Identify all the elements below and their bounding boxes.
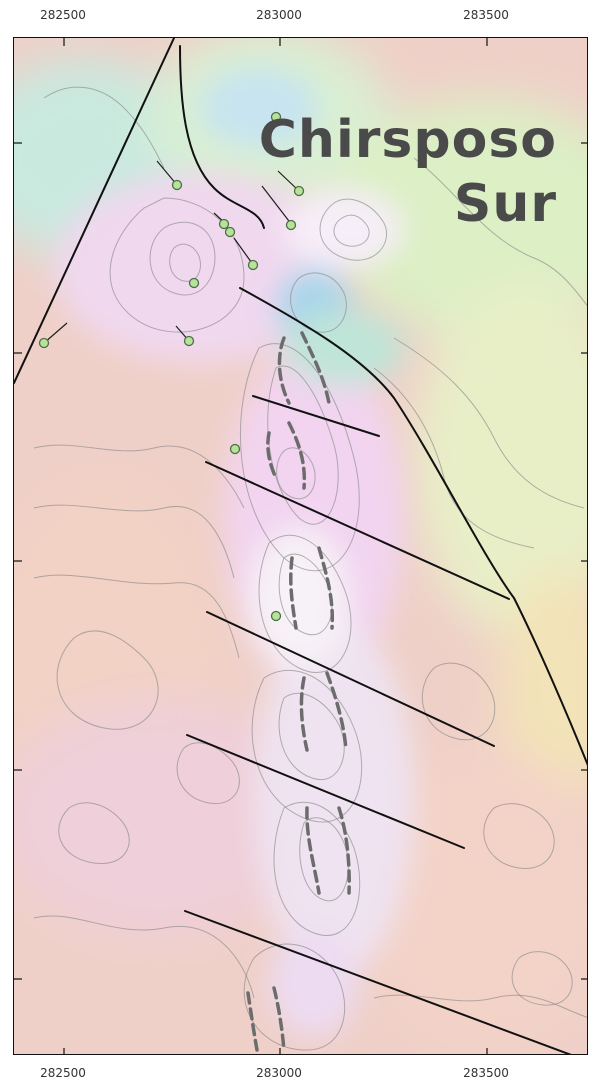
- contour-s-3: [273, 801, 361, 936]
- contour-c-4: [258, 534, 352, 674]
- dashed-zone-3b: [317, 546, 335, 630]
- collar-2[interactable]: [171, 179, 183, 191]
- dashed-zone-4a: [299, 676, 309, 752]
- collar-9[interactable]: [183, 335, 195, 347]
- drillhole-collars[interactable]: [38, 111, 305, 622]
- fault-lines: [14, 38, 587, 1054]
- zone-pale-bottom: [269, 928, 359, 1038]
- collar-4[interactable]: [224, 226, 236, 238]
- dashed-zone-1b: [300, 331, 331, 405]
- contour-nw-1: [109, 197, 245, 333]
- dashed-zone-2a: [266, 431, 278, 480]
- fault-cross-2: [205, 461, 510, 600]
- map-title-line-2: Sur: [453, 174, 557, 234]
- contour-n-2: [333, 214, 370, 247]
- contour-open-2: [33, 504, 235, 579]
- contour-s-1: [251, 669, 363, 823]
- dashed-zone-2b: [287, 421, 307, 490]
- zone-pink-nw: [54, 173, 344, 363]
- contour-e-1: [421, 662, 496, 741]
- dashed-zone-6a: [246, 991, 259, 1052]
- contour-c-2: [267, 365, 339, 525]
- contour-blue: [290, 272, 347, 333]
- map-frame[interactable]: Chirsposo Sur: [13, 37, 588, 1055]
- high-anomaly-zones: [54, 68, 414, 1038]
- collar-10[interactable]: [38, 337, 50, 349]
- contour-w-2: [58, 802, 130, 864]
- contour-b-1: [243, 943, 346, 1051]
- top-tick-label-283000: 283000: [256, 8, 302, 22]
- bottom-tick-label-282500: 282500: [40, 1066, 86, 1080]
- dashed-zone-3a: [289, 556, 298, 630]
- fault-west-boundary: [14, 38, 175, 384]
- collar-1[interactable]: [270, 111, 282, 123]
- zone-yellowgreen-right: [414, 278, 587, 638]
- contour-c-3: [276, 447, 316, 500]
- collar-7[interactable]: [293, 185, 305, 197]
- contour-s-2: [278, 692, 345, 781]
- dashed-mineralized-zones: [246, 331, 351, 1052]
- contour-e-2: [483, 803, 555, 869]
- contour-open-6: [413, 157, 587, 307]
- contour-c-5: [278, 553, 333, 636]
- zone-pale-south: [254, 618, 414, 978]
- top-tick-label-282500: 282500: [40, 8, 86, 22]
- contour-open-9: [43, 86, 165, 169]
- fault-cross-5: [184, 910, 572, 1054]
- fault-cross-1: [252, 395, 380, 437]
- contour-open-7: [33, 915, 255, 999]
- map-title-line-1: Chirsposo: [258, 110, 557, 170]
- contour-nw-3: [169, 243, 201, 282]
- background-color-zones: [14, 38, 587, 1048]
- fault-east-boundary: [239, 287, 587, 766]
- contour-nw-2: [149, 221, 216, 296]
- collar-5[interactable]: [247, 259, 259, 271]
- zone-green-right: [324, 98, 587, 338]
- top-tick-label-283500: 283500: [463, 8, 509, 22]
- collar-8[interactable]: [188, 277, 200, 289]
- contour-e-3: [511, 951, 573, 1006]
- frame-ticks: [14, 38, 587, 1054]
- contour-open-5: [393, 337, 585, 509]
- contour-open-1: [33, 444, 245, 509]
- collar-11[interactable]: [229, 443, 241, 455]
- dashed-zone-5b: [337, 806, 351, 895]
- bottom-tick-label-283000: 283000: [256, 1066, 302, 1080]
- contour-c-1: [240, 343, 360, 572]
- map-canvas[interactable]: [14, 38, 588, 1055]
- zone-blue-top: [199, 68, 319, 148]
- dashed-zone-5a: [305, 806, 321, 895]
- dashed-zone-6b: [272, 986, 286, 1052]
- map-title: Chirsposo Sur: [259, 108, 557, 236]
- zone-yellow-lower-right: [499, 568, 587, 808]
- contour-s-4: [299, 817, 349, 902]
- collar-6[interactable]: [285, 219, 297, 231]
- contour-open-4: [373, 367, 535, 549]
- trace-1: [156, 160, 178, 186]
- collar-3[interactable]: [218, 218, 230, 230]
- dashed-zone-4b: [325, 671, 348, 752]
- zone-cyan-central: [284, 310, 404, 386]
- fault-cross-4: [186, 734, 465, 849]
- fault-cross-3: [206, 611, 495, 747]
- collar-12[interactable]: [270, 610, 282, 622]
- contour-n-1: [319, 198, 388, 261]
- contour-w-1: [56, 630, 159, 730]
- trace-4: [261, 185, 293, 226]
- zone-white-north: [284, 188, 404, 268]
- zone-white-core: [249, 528, 349, 668]
- dashed-zone-1a: [277, 336, 291, 405]
- fault-north-curve: [179, 45, 265, 229]
- bottom-tick-label-283500: 283500: [463, 1066, 509, 1080]
